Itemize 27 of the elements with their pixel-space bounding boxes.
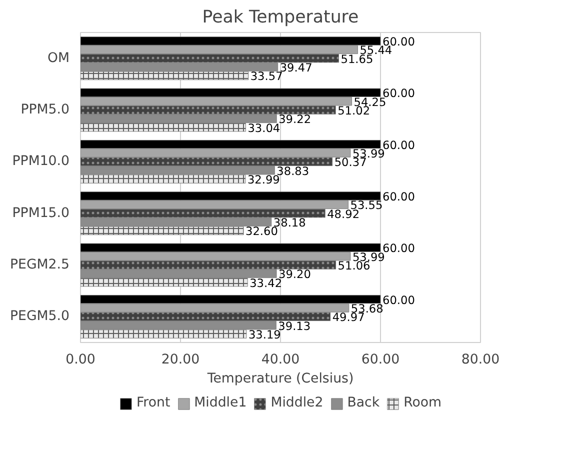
x-tick-label: 80.00 [461, 352, 500, 368]
x-tick-label: 60.00 [361, 352, 400, 368]
chart-title: Peak Temperature [202, 8, 359, 28]
x-tick-label: 40.00 [261, 352, 300, 368]
x-tick-label: 20.00 [161, 352, 200, 368]
y-tick-label: OM [48, 50, 70, 66]
y-tick-label: PEGM2.5 [10, 258, 70, 272]
data-label: 32.60 [246, 224, 278, 238]
legend-label: Middle1 [194, 396, 247, 410]
data-label: 39.22 [278, 112, 312, 126]
data-label: 60.00 [382, 138, 415, 152]
legend-label: Back [347, 396, 380, 410]
y-tick-label: PPM5.0 [20, 102, 70, 118]
y-tick-label: PPM10.0 [12, 154, 70, 170]
data-label: 33.19 [248, 328, 281, 342]
x-tick-label: 0.00 [66, 352, 96, 368]
y-tick-label: PEGM5.0 [10, 309, 70, 324]
legend-label: Front [136, 396, 170, 410]
data-label: 60.00 [382, 189, 415, 204]
data-label: 33.04 [248, 120, 280, 135]
data-label: 60.00 [382, 86, 415, 100]
data-label: 60.00 [382, 292, 415, 307]
legend-label: Room [404, 396, 442, 410]
data-label: 60.00 [382, 241, 415, 256]
y-tick-label: PPM15.0 [12, 206, 70, 221]
legend-label: Middle2 [270, 396, 324, 410]
x-axis-title: Temperature (Celsius) [206, 372, 354, 386]
